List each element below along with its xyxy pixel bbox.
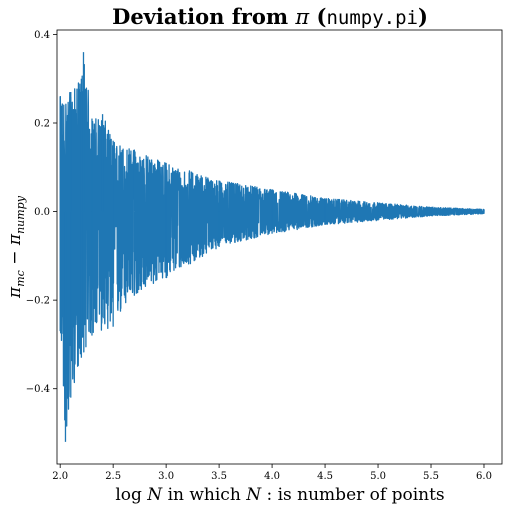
- x-tick-label: 4.5: [317, 471, 333, 482]
- x-tick-label: 6.0: [476, 471, 492, 482]
- y-tick-label: −0.2: [26, 296, 50, 307]
- x-tick-label: 3.0: [158, 471, 174, 482]
- series-layer: [59, 52, 485, 442]
- plot-frame: [56, 29, 503, 465]
- x-tick-label: 2.0: [52, 471, 68, 482]
- y-axis: −0.4 −0.2 0.0 0.2 0.4: [26, 30, 57, 395]
- y-tick-label: 0.2: [34, 119, 50, 130]
- x-tick-label: 2.5: [105, 471, 121, 482]
- x-tick-label: 4.0: [264, 471, 280, 482]
- y-axis-label: πmc − πnumpy: [5, 195, 27, 299]
- chart-title: Deviation from π (numpy.pi): [112, 4, 428, 29]
- x-axis-label: log N in which N : is number of points: [115, 485, 444, 505]
- y-tick-label: 0.0: [34, 207, 50, 218]
- x-tick-label: 5.5: [423, 471, 439, 482]
- x-tick-label: 3.5: [211, 471, 227, 482]
- x-tick-label: 5.0: [370, 471, 386, 482]
- y-tick-label: 0.4: [34, 30, 50, 41]
- y-tick-label: −0.4: [26, 384, 50, 395]
- x-axis: 2.0 2.5 3.0 3.5 4.0 4.5 5.0 5.5 6.0: [52, 464, 492, 482]
